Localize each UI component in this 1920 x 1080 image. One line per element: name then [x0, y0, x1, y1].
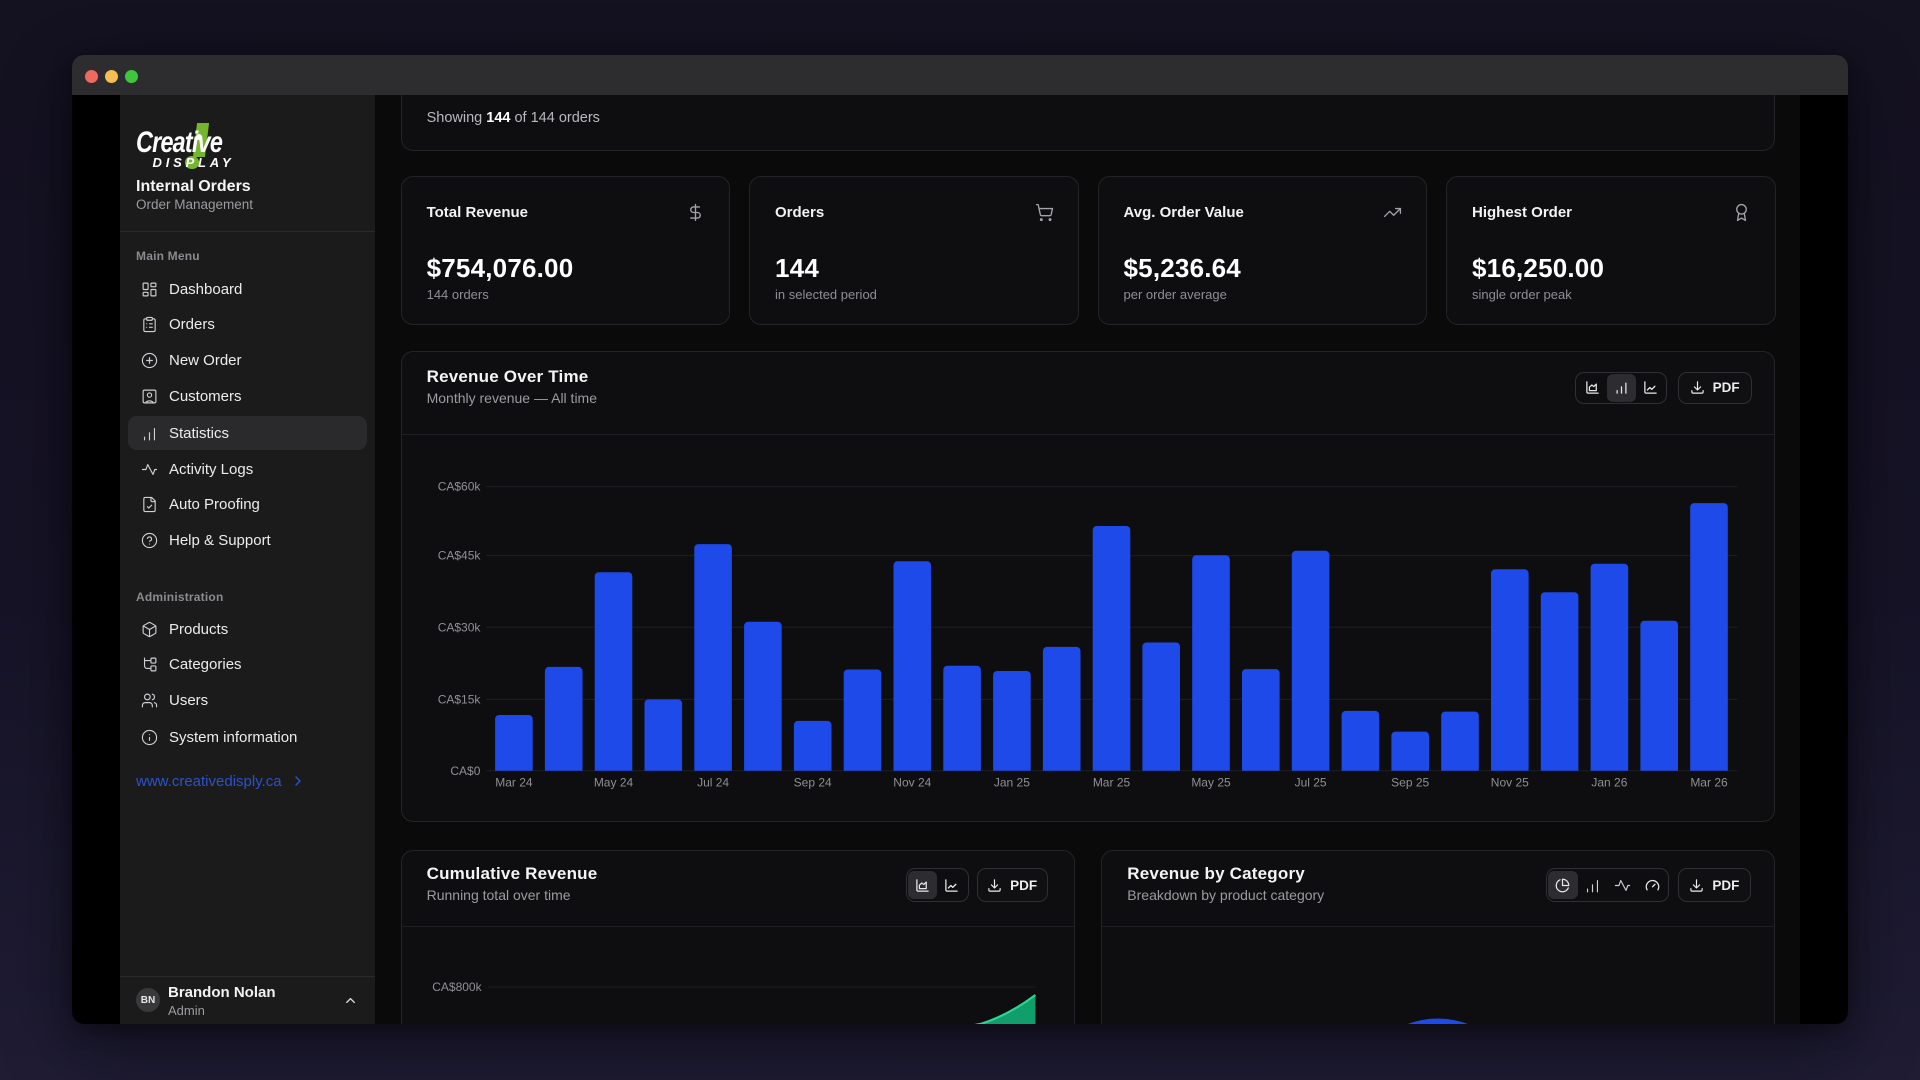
svg-text:Mar 25: Mar 25 [1092, 775, 1130, 789]
svg-text:May 25: May 25 [1191, 775, 1231, 789]
svg-text:CA$45k: CA$45k [437, 548, 481, 562]
svg-text:Sep 25: Sep 25 [1391, 775, 1429, 789]
svg-text:May 24: May 24 [593, 775, 633, 789]
svg-text:CA$800k: CA$800k [432, 980, 482, 994]
svg-text:Jul 25: Jul 25 [1294, 775, 1326, 789]
svg-text:Nov 24: Nov 24 [893, 775, 931, 789]
svg-text:Jul 24: Jul 24 [697, 775, 729, 789]
svg-text:CA$30k: CA$30k [437, 620, 481, 634]
svg-text:CA$15k: CA$15k [437, 692, 481, 706]
svg-text:Nov 25: Nov 25 [1490, 775, 1528, 789]
svg-text:CA$0: CA$0 [450, 764, 480, 778]
svg-text:CA$60k: CA$60k [437, 479, 481, 493]
svg-text:Mar 24: Mar 24 [495, 775, 533, 789]
svg-text:Jan 25: Jan 25 [993, 775, 1029, 789]
svg-text:Mar 26: Mar 26 [1690, 775, 1728, 789]
svg-text:Jan 26: Jan 26 [1591, 775, 1627, 789]
svg-text:Sep 24: Sep 24 [793, 775, 831, 789]
